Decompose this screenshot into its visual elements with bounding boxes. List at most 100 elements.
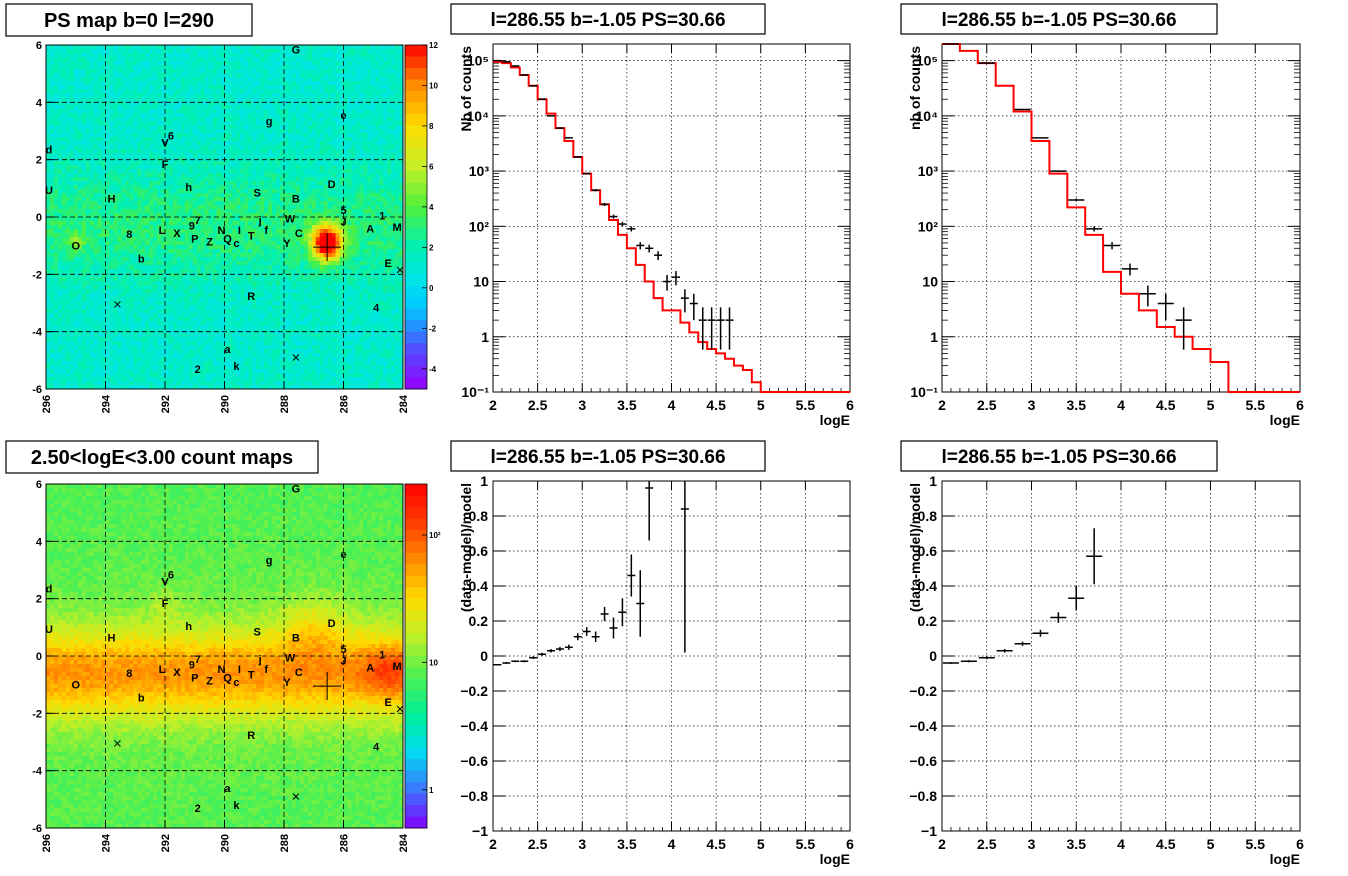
- map-pixel: [168, 149, 174, 154]
- map-pixel: [276, 81, 281, 86]
- map-pixel: [228, 145, 233, 150]
- map-pixel: [291, 221, 297, 226]
- map-pixel: [323, 141, 329, 146]
- residual-left-title: l=286.55 b=-1.05 PS=30.66: [490, 447, 725, 468]
- map-pixel: [280, 229, 285, 234]
- map-pixel: [85, 253, 91, 258]
- map-pixel: [399, 53, 404, 58]
- map-pixel: [379, 89, 384, 94]
- map-pixel: [61, 141, 67, 146]
- map-pixel: [323, 73, 329, 78]
- map-pixel: [97, 197, 102, 202]
- map-pixel: [121, 253, 126, 258]
- map-pixel: [395, 145, 400, 150]
- map-pixel: [268, 237, 273, 242]
- map-pixel: [291, 173, 297, 178]
- map-pixel: [363, 137, 368, 142]
- map-pixel: [137, 125, 142, 130]
- map-pixel: [383, 193, 388, 198]
- map-pixel: [61, 189, 67, 194]
- map-pixel: [228, 169, 233, 174]
- map-pixel: [383, 225, 388, 230]
- map-pixel: [252, 73, 257, 78]
- map-pixel: [145, 213, 150, 218]
- map-pixel: [383, 257, 388, 262]
- map-pixel: [53, 97, 59, 102]
- map-pixel: [236, 117, 241, 122]
- map-pixel: [359, 153, 364, 158]
- map-pixel: [383, 229, 388, 234]
- map-pixel: [307, 49, 313, 54]
- map-pixel: [216, 241, 221, 246]
- map-pixel: [145, 73, 150, 78]
- map-pixel: [212, 129, 217, 134]
- map-pixel: [145, 229, 150, 234]
- map-pixel: [240, 197, 245, 202]
- map-pixel: [236, 189, 241, 194]
- map-pixel: [347, 173, 352, 178]
- map-pixel: [129, 241, 134, 246]
- map-pixel: [105, 205, 110, 210]
- map-pixel: [121, 61, 126, 66]
- map-pixel: [89, 193, 94, 198]
- map-pixel: [212, 149, 217, 154]
- map-pixel: [268, 145, 273, 150]
- map-pixel: [121, 217, 126, 222]
- map-pixel: [137, 193, 142, 198]
- map-pixel: [145, 45, 150, 50]
- map-pixel: [291, 57, 297, 62]
- map-pixel: [196, 125, 202, 130]
- map-pixel: [299, 57, 305, 62]
- map-pixel: [200, 69, 206, 74]
- map-pixel: [97, 257, 102, 262]
- map-pixel: [351, 109, 356, 114]
- map-pixel: [176, 253, 182, 258]
- map-pixel: [46, 205, 51, 210]
- map-pixel: [303, 57, 309, 62]
- map-pixel: [363, 257, 368, 262]
- map-pixel: [391, 93, 396, 98]
- map-pixel: [299, 77, 305, 82]
- map-pixel: [327, 57, 332, 62]
- map-pixel: [125, 105, 130, 110]
- map-pixel: [73, 141, 79, 146]
- map-pixel: [236, 161, 241, 166]
- map-pixel: [311, 61, 317, 66]
- map-pixel: [109, 117, 114, 122]
- map-pixel: [343, 181, 348, 186]
- map-pixel: [276, 173, 281, 178]
- map-pixel: [109, 105, 114, 110]
- map-pixel: [85, 141, 91, 146]
- map-pixel: [220, 209, 225, 214]
- map-pixel: [157, 61, 162, 66]
- map-pixel: [168, 169, 174, 174]
- map-pixel: [276, 261, 281, 266]
- map-pixel: [81, 265, 87, 270]
- map-pixel: [367, 73, 372, 78]
- map-pixel: [212, 133, 217, 138]
- map-pixel: [133, 101, 138, 106]
- map-pixel: [113, 209, 118, 214]
- map-pixel: [117, 157, 122, 162]
- map-pixel: [93, 241, 98, 246]
- map-pixel: [69, 229, 75, 234]
- map-pixel: [53, 265, 59, 270]
- map-pixel: [307, 149, 313, 154]
- map-pixel: [85, 121, 91, 126]
- map-pixel: [240, 237, 245, 242]
- map-pixel: [216, 97, 221, 102]
- map-pixel: [272, 253, 277, 258]
- map-pixel: [57, 205, 63, 210]
- map-pixel: [85, 205, 91, 210]
- map-pixel: [176, 133, 182, 138]
- map-pixel: [141, 173, 146, 178]
- map-pixel: [168, 77, 174, 82]
- map-pixel: [105, 165, 110, 170]
- map-pixel: [331, 201, 336, 206]
- map-pixel: [109, 93, 114, 98]
- map-pixel: [359, 173, 364, 178]
- map-pixel: [109, 121, 114, 126]
- map-pixel: [157, 205, 162, 210]
- map-pixel: [323, 237, 329, 242]
- map-pixel: [89, 241, 94, 246]
